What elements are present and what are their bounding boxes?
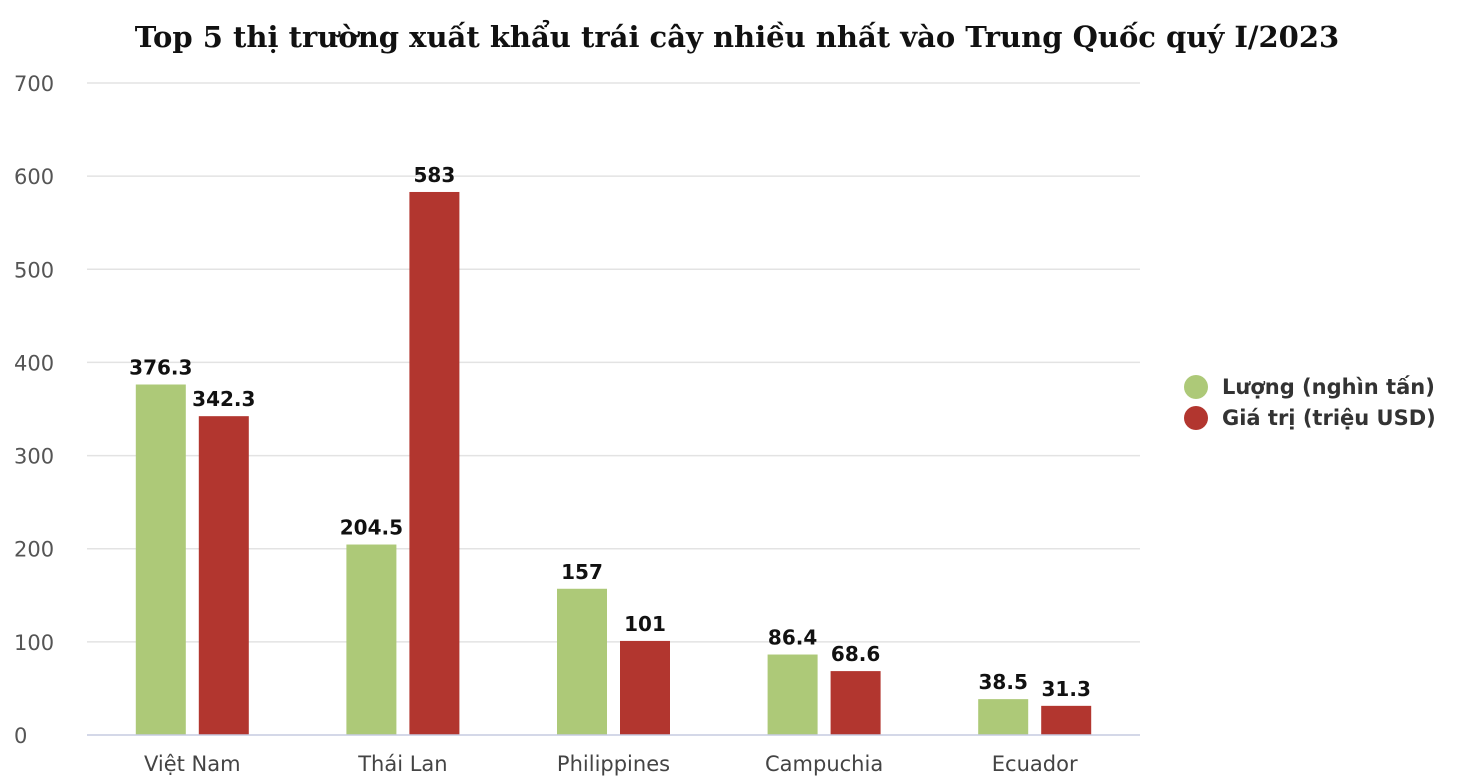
data-label: 31.3 [1042, 677, 1091, 701]
y-tick-label: 300 [14, 445, 54, 469]
legend-swatch-gia-tri [1184, 405, 1208, 430]
y-tick-label: 200 [14, 538, 54, 562]
data-label: 101 [624, 612, 666, 636]
bar-gia-tri [830, 671, 881, 735]
legend-item-luong: Lượng (nghìn tấn) [1184, 371, 1436, 402]
y-tick-label: 100 [14, 631, 54, 655]
y-tick-label: 700 [14, 72, 54, 96]
bar-gia-tri [1041, 705, 1092, 735]
bar-gia-tri [620, 640, 670, 735]
bar-luong [978, 699, 1029, 735]
data-label: 86.4 [768, 626, 817, 650]
data-label: 68.6 [831, 642, 880, 666]
x-axis-categories: Việt Nam Thái Lan Philippines Campuchia Ecua… [144, 752, 1078, 776]
y-tick-label: 500 [14, 258, 54, 282]
bar-gia-tri [198, 416, 249, 735]
gridlines [87, 82, 1140, 643]
y-tick-label: 0 [14, 724, 27, 748]
y-tick-label: 400 [14, 351, 54, 375]
y-axis-ticks: 0 100 200 300 400 500 600 700 [14, 72, 54, 748]
bar-gia-tri [409, 191, 460, 735]
data-label: 204.5 [340, 516, 403, 540]
data-label: 376.3 [129, 356, 192, 380]
x-category-label: Philippines [557, 752, 670, 776]
bar-luong [557, 588, 607, 735]
legend-label-gia-tri: Giá trị (triệu USD) [1222, 405, 1436, 430]
legend-item-gia-tri: Giá trị (triệu USD) [1184, 402, 1436, 433]
chart-title: Top 5 thị trường xuất khẩu trái cây nhiề… [134, 20, 1340, 54]
data-label: 342.3 [192, 387, 255, 411]
x-category-label: Thái Lan [357, 752, 447, 776]
bars [135, 191, 1092, 735]
x-category-label: Campuchia [765, 752, 883, 776]
data-label: 38.5 [979, 670, 1028, 694]
y-tick-label: 600 [14, 165, 54, 189]
data-label: 583 [414, 163, 456, 187]
legend-label-luong: Lượng (nghìn tấn) [1222, 374, 1435, 399]
legend-swatch-luong [1184, 374, 1208, 399]
data-label: 157 [561, 560, 603, 584]
bar-luong [767, 654, 818, 735]
x-category-label: Ecuador [992, 752, 1078, 776]
bar-luong [346, 544, 397, 735]
legend: Lượng (nghìn tấn) Giá trị (triệu USD) [1184, 371, 1436, 433]
x-category-label: Việt Nam [144, 752, 241, 776]
bar-luong [135, 384, 186, 735]
